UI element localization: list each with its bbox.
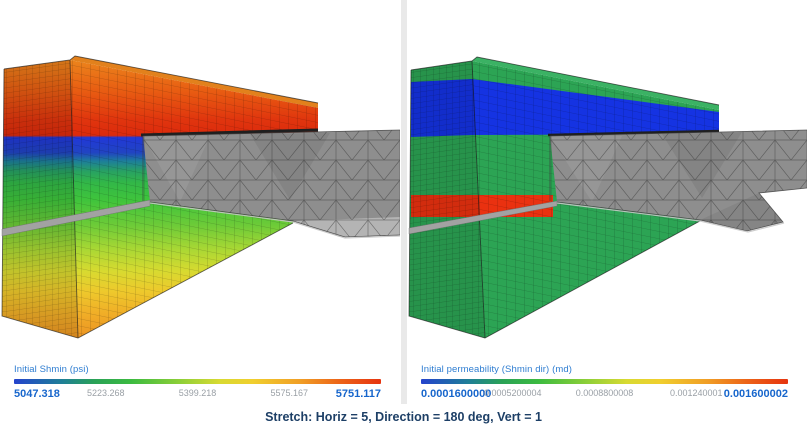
shmin-legend-labels: 5047.318 5223.268 5399.218 5575.167 5751… — [14, 388, 381, 404]
fault-slab-bottom-edge — [556, 202, 785, 233]
slab-shadow-line — [547, 129, 720, 137]
shmin-tick-label: 5575.167 — [270, 388, 309, 398]
permeability-legend-title: Initial permeability (Shmin dir) (md) — [421, 364, 572, 375]
permeability-3d-viewport[interactable] — [407, 0, 807, 360]
fault-stripe — [408, 200, 558, 235]
permeability-legend-labels: 0.0001600000 0.0005200004 0.0008800008 0… — [421, 388, 788, 404]
shmin-tick-label: 5399.218 — [178, 388, 217, 398]
permeability-3d-scene — [408, 56, 807, 339]
stretch-settings-caption: Stretch: Horiz = 5, Direction = 180 deg,… — [265, 410, 542, 424]
fault-slab-mesh — [143, 130, 400, 237]
shmin-max-label: 5751.117 — [335, 388, 381, 400]
panel-divider — [401, 0, 407, 404]
shmin-3d-scene — [1, 55, 400, 339]
block-outline — [1, 55, 319, 339]
slab-shadow-line — [140, 128, 319, 137]
permeability-min-label: 0.0001600000 — [421, 388, 492, 400]
permeability-colorbar — [421, 379, 788, 384]
fault-slab-outline — [549, 129, 807, 232]
permeability-tick-label: 0.0005200004 — [483, 388, 542, 398]
fault-slab-outline — [142, 129, 400, 238]
shmin-legend-title: Initial Shmin (psi) — [14, 364, 89, 375]
fault-slab-bottom-edge — [149, 202, 400, 239]
fault-stripe — [1, 199, 151, 237]
shmin-min-label: 5047.318 — [14, 388, 60, 400]
permeability-colorbar-legend: Initial permeability (Shmin dir) (md) 0.… — [421, 364, 788, 404]
block-top-face — [70, 56, 318, 108]
block-top-face — [472, 57, 719, 110]
block-outline — [408, 56, 720, 339]
permeability-tick-label: 0.001240001 — [669, 388, 723, 398]
block-left-face-shade — [409, 61, 485, 338]
block-left-face-mesh — [2, 60, 78, 338]
shmin-tick-label: 5223.268 — [86, 388, 125, 398]
permeability-tick-label: 0.0008800008 — [575, 388, 634, 398]
block-left-face-shade — [2, 60, 78, 338]
block-left-face-mesh — [409, 61, 485, 338]
shmin-3d-viewport[interactable] — [0, 0, 400, 360]
permeability-max-label: 0.001600002 — [723, 388, 788, 400]
shmin-colorbar — [14, 379, 381, 384]
fault-slab-mesh — [550, 130, 807, 231]
shmin-colorbar-legend: Initial Shmin (psi) 5047.318 5223.268 53… — [14, 364, 381, 404]
